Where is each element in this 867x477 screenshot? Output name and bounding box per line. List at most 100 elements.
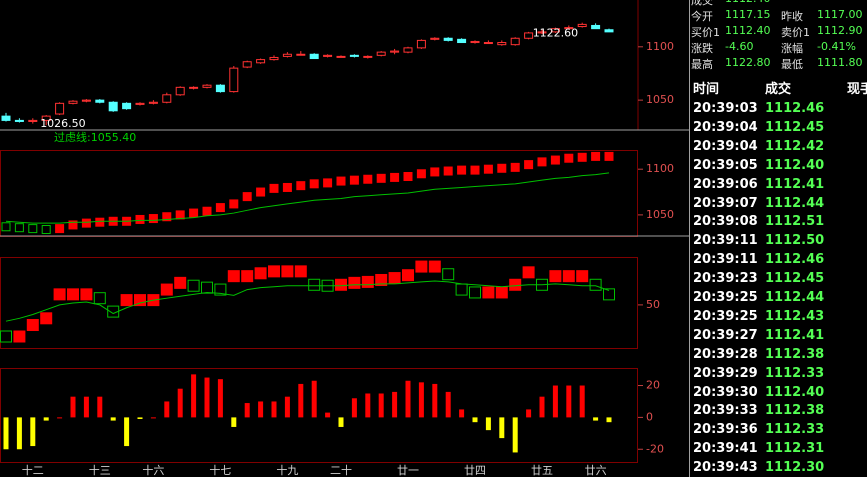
block — [14, 223, 24, 233]
block — [415, 260, 428, 273]
block — [589, 278, 602, 291]
block — [294, 265, 307, 278]
trade-price: 1112.33 — [765, 365, 825, 381]
trade-time: 20:39:06 — [693, 176, 758, 192]
candle-body — [497, 42, 507, 46]
trade-time: 20:39:43 — [693, 460, 758, 476]
candle-body — [550, 28, 560, 33]
quote-label: 涨跌 — [691, 42, 713, 55]
block — [229, 199, 239, 209]
trades-header: 时间 — [693, 82, 720, 97]
trade-price: 1112.43 — [765, 308, 825, 324]
trade-time: 20:39:27 — [693, 327, 758, 343]
trade-time: 20:39:25 — [693, 290, 758, 305]
candle-body — [175, 86, 185, 96]
trade-price: 1112.46 — [765, 252, 825, 268]
candle-body — [577, 23, 587, 28]
block — [175, 210, 185, 220]
y-tick-label: 20 — [646, 379, 660, 392]
candle-body — [269, 56, 279, 61]
panel-border — [0, 257, 638, 349]
bar — [97, 396, 103, 418]
block — [323, 178, 333, 188]
candle-body — [443, 37, 453, 41]
y-tick-label: 0 — [646, 410, 653, 423]
y-tick-label: 1100 — [646, 162, 674, 175]
trade-time: 20:39:05 — [693, 157, 758, 173]
trade-time: 20:39:11 — [693, 252, 758, 268]
trade-price: 1112.40 — [765, 157, 825, 173]
trade-time: 20:39:28 — [693, 346, 758, 362]
candle-body — [41, 115, 51, 121]
block — [509, 278, 522, 291]
block — [40, 312, 53, 325]
line — [5, 172, 610, 224]
bar — [378, 393, 384, 418]
candle-body — [430, 37, 440, 40]
bar — [164, 401, 170, 418]
high-label: 1122.60 — [533, 27, 579, 40]
y-tick-label: 1100 — [646, 40, 674, 53]
trade-time: 20:39:07 — [693, 195, 758, 211]
candle-body — [510, 37, 520, 46]
bar — [177, 388, 183, 418]
trade-time: 20:39:36 — [693, 422, 758, 438]
candle-body — [390, 50, 400, 53]
candle-body — [189, 86, 199, 89]
bar — [150, 417, 156, 419]
quote-value: 1117.00 — [817, 8, 863, 21]
trade-price: 1112.38 — [765, 346, 825, 362]
block — [470, 165, 480, 175]
bar — [593, 417, 599, 421]
bar — [311, 380, 317, 418]
block — [388, 272, 401, 285]
block — [376, 173, 386, 183]
bar — [191, 374, 197, 418]
block — [522, 266, 535, 279]
block — [0, 330, 12, 343]
y-tick-label: -20 — [646, 442, 664, 455]
trade-price: 1112.40 — [765, 384, 825, 400]
block — [336, 176, 346, 186]
quote-value: 1117.15 — [725, 8, 771, 21]
trade-time: 20:39:23 — [693, 271, 758, 287]
candle-body — [108, 101, 118, 112]
panel-border — [0, 368, 638, 463]
candle-body — [55, 102, 65, 115]
x-tick-label: 廿五 — [531, 464, 553, 477]
y-tick-label: 50 — [646, 298, 660, 311]
quote-value: 1111.80 — [817, 56, 863, 69]
x-tick-label: 十七 — [209, 463, 231, 477]
block — [68, 220, 78, 230]
bar — [244, 403, 250, 418]
quote-label: 今开 — [691, 10, 713, 23]
candle-body — [282, 53, 292, 57]
bar — [57, 417, 63, 419]
block — [483, 164, 493, 174]
candle-body — [483, 42, 493, 45]
trade-time: 20:39:08 — [693, 214, 758, 230]
trade-price: 1112.38 — [765, 403, 825, 419]
candle-body — [28, 119, 38, 122]
block — [282, 182, 292, 192]
y-tick-label: 1050 — [646, 93, 674, 106]
candle-body — [604, 29, 614, 33]
block — [469, 286, 481, 299]
quote-label: 最低 — [781, 58, 803, 71]
block — [281, 265, 294, 278]
block — [134, 294, 146, 307]
candle-body — [591, 24, 601, 30]
bar — [392, 391, 398, 418]
block — [148, 214, 158, 224]
background — [0, 0, 690, 477]
bar — [338, 417, 344, 427]
candle-body — [564, 27, 574, 30]
candle-body — [68, 100, 78, 104]
bar — [552, 385, 558, 418]
trade-price: 1112.44 — [765, 290, 825, 305]
block — [603, 288, 615, 301]
trades-header: 成交 — [765, 82, 792, 97]
trade-time: 20:39:30 — [693, 384, 758, 400]
block — [403, 172, 413, 182]
block — [375, 273, 388, 286]
